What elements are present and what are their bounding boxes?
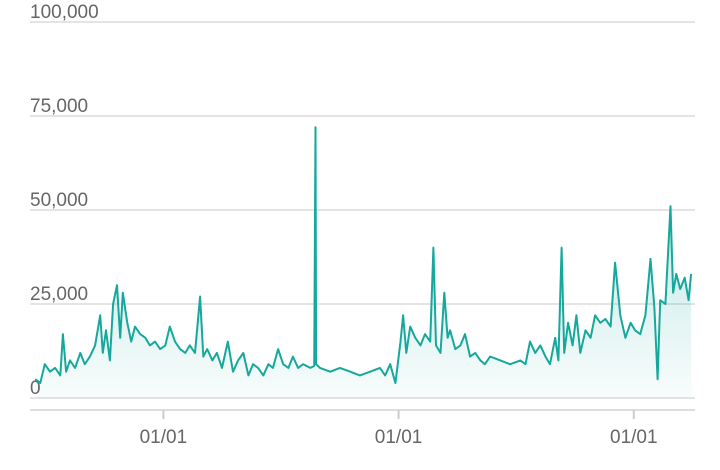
- line: [34, 126, 693, 384]
- x-tick-label: 01/01: [375, 427, 423, 448]
- y-tick-label: 50,000: [30, 190, 88, 211]
- y-tick-label: 100,000: [30, 2, 99, 23]
- y-tick-label: 75,000: [30, 96, 88, 117]
- x-tick-label: 01/01: [140, 427, 188, 448]
- y-tick-label: 25,000: [30, 284, 88, 305]
- area: [35, 127, 692, 399]
- x-tick-label: 01/01: [610, 427, 658, 448]
